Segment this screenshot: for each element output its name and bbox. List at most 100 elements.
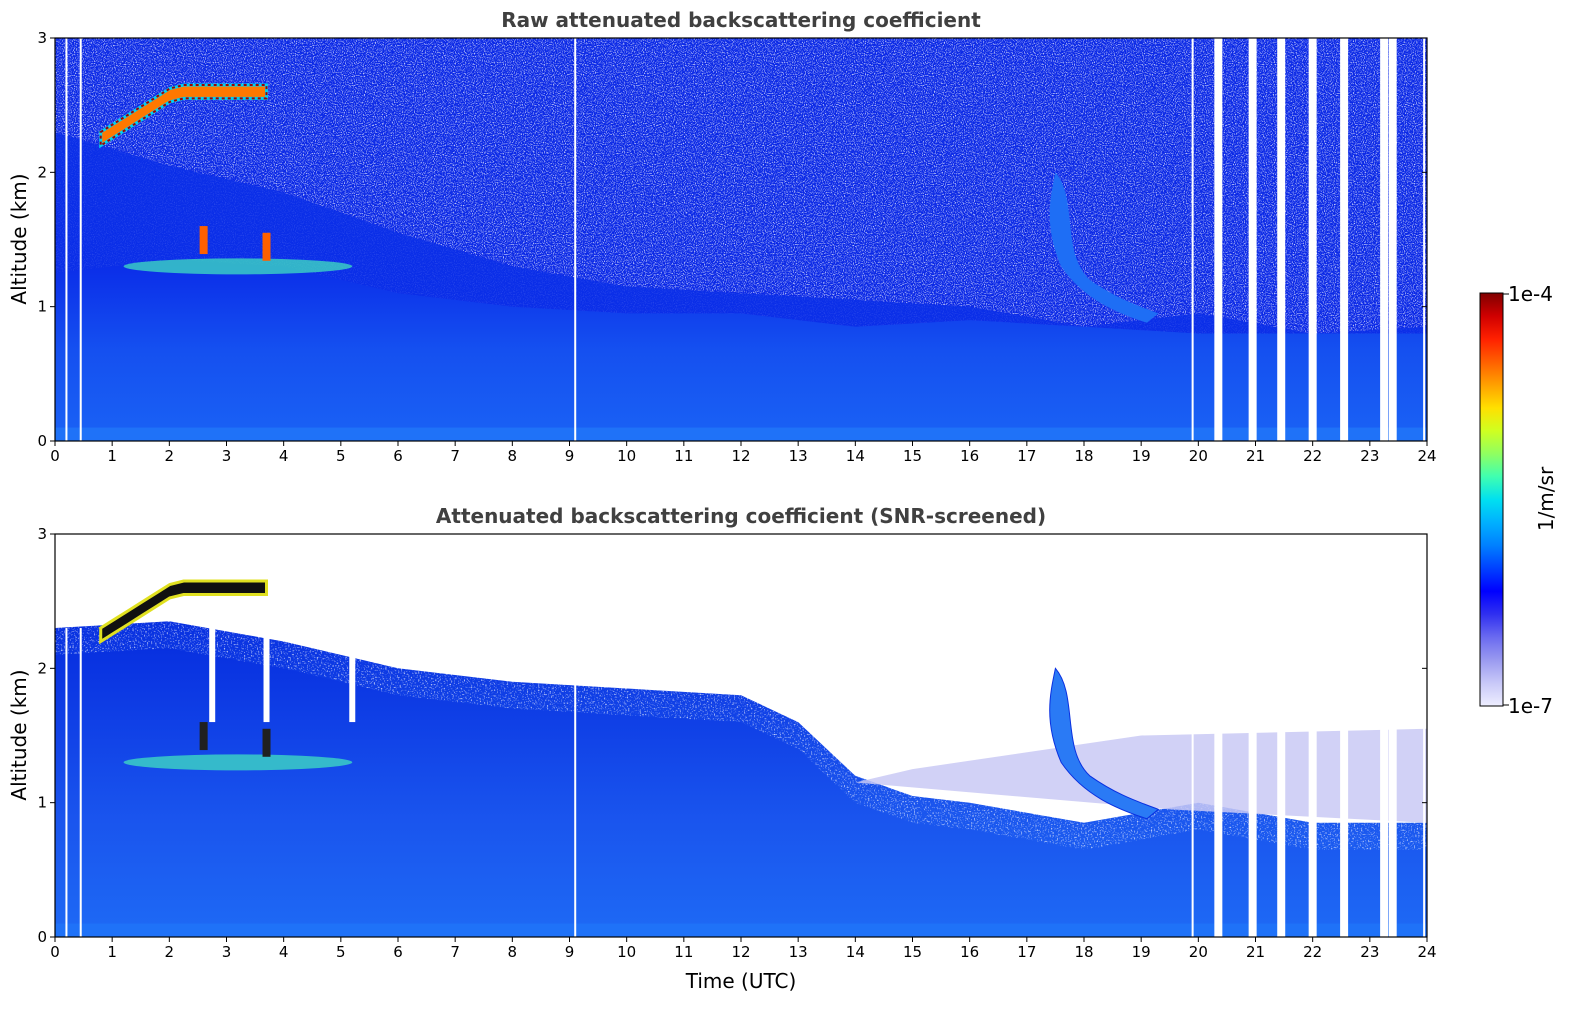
x-tick-label: 3 xyxy=(222,447,232,465)
x-tick-label: 24 xyxy=(1417,943,1436,961)
x-tick-label: 8 xyxy=(508,447,518,465)
colorbar xyxy=(1479,292,1504,707)
x-tick-label: 16 xyxy=(960,447,979,465)
x-tick-label: 16 xyxy=(960,943,979,961)
colorbar-min-label: 1e-7 xyxy=(1508,694,1553,718)
x-tick-label: 5 xyxy=(336,447,346,465)
data-gap xyxy=(1308,38,1317,441)
x-tick-label: 1 xyxy=(107,447,117,465)
data-gap xyxy=(1248,38,1257,441)
colorbar-label: 1/m/sr xyxy=(1534,466,1558,531)
x-tick-label: 12 xyxy=(731,943,750,961)
convective-plume xyxy=(199,226,208,255)
panel-b-x-label: Time (UTC) xyxy=(685,969,797,993)
x-tick-label: 4 xyxy=(279,943,289,961)
x-tick-label: 19 xyxy=(1132,943,1151,961)
data-gap xyxy=(1340,38,1349,441)
x-tick-label: 6 xyxy=(393,447,403,465)
data-gap xyxy=(1248,628,1257,937)
convective-plume xyxy=(199,722,208,751)
x-tick-label: 2 xyxy=(165,943,175,961)
panel-a-y-label: Altitude (km) xyxy=(7,173,31,304)
panel-a-heatmap xyxy=(55,38,1427,441)
x-tick-label: 10 xyxy=(617,447,636,465)
x-tick-label: 2 xyxy=(165,447,175,465)
data-gap xyxy=(1340,628,1349,937)
panel-a-title: Raw attenuated backscattering coefficien… xyxy=(501,8,981,32)
y-tick-label: 3 xyxy=(37,525,47,543)
elevated-plume xyxy=(1049,172,1159,323)
data-gap xyxy=(1388,38,1397,441)
data-gap xyxy=(65,628,68,937)
aerosol-top-highlight xyxy=(123,754,353,771)
x-tick-label: 11 xyxy=(674,943,693,961)
x-tick-label: 22 xyxy=(1303,447,1322,465)
data-gap xyxy=(1423,628,1426,937)
x-tick-label: 15 xyxy=(903,943,922,961)
panel-a-x-axis: 0 1 2 3 4 5 6 7 8 9 10 11 12 13 14 15 16 17 18 19 20 21 22 23 24 xyxy=(50,441,1437,465)
panel-b-y-axis: 0 1 2 3 xyxy=(37,525,1427,946)
convective-plume xyxy=(262,728,271,757)
x-tick-label: 14 xyxy=(846,447,865,465)
panel-a-y-axis: 0 1 2 3 xyxy=(37,29,1427,450)
x-tick-label: 10 xyxy=(617,943,636,961)
x-tick-label: 1 xyxy=(107,943,117,961)
data-gap xyxy=(574,628,577,937)
data-gap xyxy=(1388,628,1397,937)
x-tick-label: 9 xyxy=(565,943,575,961)
y-tick-label: 2 xyxy=(37,659,47,677)
y-tick-label: 0 xyxy=(37,928,47,946)
panel-b-x-axis: 0 1 2 3 4 5 6 7 8 9 10 11 12 13 14 15 16 17 18 19 20 21 22 23 24 xyxy=(50,937,1437,961)
x-tick-label: 11 xyxy=(674,447,693,465)
x-tick-label: 20 xyxy=(1189,447,1208,465)
x-tick-label: 13 xyxy=(789,943,808,961)
data-gap xyxy=(1380,628,1389,937)
screened-streak xyxy=(209,601,216,723)
screened-streak xyxy=(349,601,356,723)
x-tick-label: 23 xyxy=(1360,447,1379,465)
x-tick-label: 9 xyxy=(565,447,575,465)
x-tick-label: 7 xyxy=(450,943,460,961)
panel-b-title: Attenuated backscattering coefficient (S… xyxy=(436,504,1046,528)
cloud-layer xyxy=(98,579,268,645)
data-gap xyxy=(1308,628,1317,937)
x-tick-label: 20 xyxy=(1189,943,1208,961)
x-tick-label: 12 xyxy=(731,447,750,465)
x-tick-label: 22 xyxy=(1303,943,1322,961)
panel-b-heatmap xyxy=(55,534,1427,937)
x-tick-label: 18 xyxy=(1074,447,1093,465)
surface-layer xyxy=(55,427,1427,441)
x-tick-label: 3 xyxy=(222,943,232,961)
x-tick-label: 7 xyxy=(450,447,460,465)
convective-plume xyxy=(262,232,271,261)
colorbar-max-label: 1e-4 xyxy=(1508,282,1553,306)
y-tick-label: 1 xyxy=(37,298,47,316)
x-tick-label: 13 xyxy=(789,447,808,465)
x-tick-label: 23 xyxy=(1360,943,1379,961)
data-gap xyxy=(1214,628,1223,937)
x-tick-label: 0 xyxy=(50,943,60,961)
screened-core xyxy=(55,648,1427,937)
data-gap xyxy=(1191,38,1194,441)
panel-b-y-label: Altitude (km) xyxy=(7,669,31,800)
aerosol-layer xyxy=(55,259,1427,441)
y-tick-label: 0 xyxy=(37,432,47,450)
data-gap xyxy=(1380,38,1389,441)
x-tick-label: 21 xyxy=(1246,447,1265,465)
data-gap xyxy=(1191,628,1194,937)
y-tick-label: 1 xyxy=(37,794,47,812)
cloud-core xyxy=(99,84,268,148)
x-tick-label: 18 xyxy=(1074,943,1093,961)
data-gap xyxy=(574,38,577,441)
data-gap xyxy=(1423,38,1426,441)
x-tick-label: 17 xyxy=(1017,447,1036,465)
x-tick-label: 0 xyxy=(50,447,60,465)
x-tick-label: 5 xyxy=(336,943,346,961)
data-gap xyxy=(79,38,82,441)
x-tick-label: 4 xyxy=(279,447,289,465)
x-tick-label: 17 xyxy=(1017,943,1036,961)
x-tick-label: 8 xyxy=(508,943,518,961)
surface-layer xyxy=(55,923,1427,937)
elevated-plume xyxy=(1049,667,1160,820)
